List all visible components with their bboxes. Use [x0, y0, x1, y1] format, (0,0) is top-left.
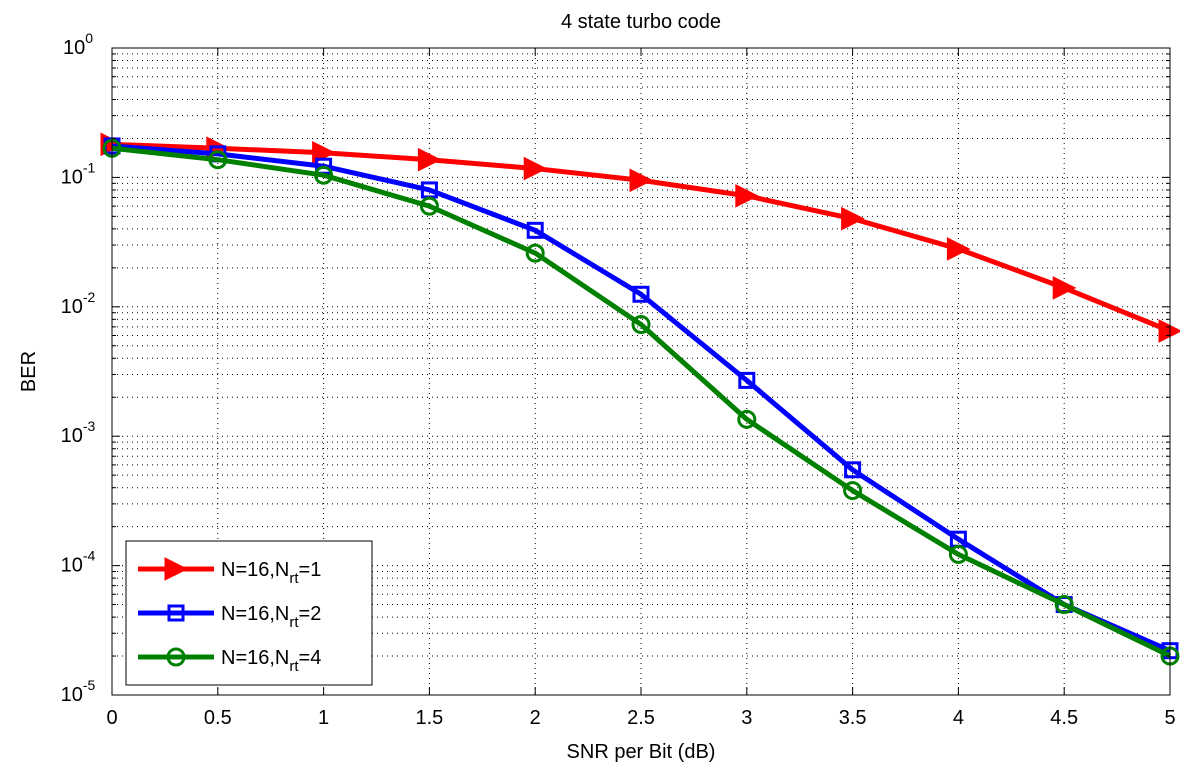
data-point: [841, 206, 865, 231]
data-point: [314, 165, 334, 185]
data-point: [1054, 595, 1074, 615]
x-tick-label: 3: [741, 707, 752, 729]
series-line: [111, 145, 1172, 659]
x-tick-label: 2: [530, 707, 541, 729]
data-point: [631, 314, 651, 334]
legend-marker: [166, 647, 186, 667]
legend-item: N=16,Nrt=2: [138, 603, 321, 631]
legend-label: N=16,Nrt=2: [221, 603, 321, 631]
data-point: [946, 237, 971, 261]
x-tick-label: 2.5: [627, 707, 655, 729]
legend-marker: [164, 557, 189, 581]
x-tick-label: 3.5: [839, 707, 867, 729]
y-tick-label: 10-2: [61, 289, 96, 318]
x-tick-label: 5: [1164, 707, 1175, 729]
x-tick-label: 1: [318, 707, 329, 729]
legend-item: N=16,Nrt=1: [138, 557, 321, 587]
data-point: [526, 221, 544, 239]
axis-ticks: 0 0.5 1 1.5 2 2.5 3 3.5 4 4.5 5 100 10-1 10-2 10-3 10-4…: [61, 30, 1176, 729]
legend-marker: [167, 604, 185, 622]
x-tick-label: 0: [106, 707, 117, 729]
series-line: [111, 143, 1171, 653]
data-point: [843, 481, 863, 501]
legend-label: N=16,Nrt=4: [221, 647, 321, 675]
legend-item: N=16,Nrt=4: [138, 647, 321, 675]
data-point: [737, 409, 757, 429]
x-axis-label: SNR per Bit (dB): [567, 741, 716, 763]
data-point: [417, 147, 442, 172]
data-point: [208, 150, 228, 170]
data-point: [523, 156, 548, 181]
data-point: [948, 544, 968, 564]
y-tick-label: 10-5: [61, 677, 96, 706]
x-tick-label: 1.5: [415, 707, 443, 729]
chart-title: 4 state turbo code: [561, 11, 721, 33]
series-layer: [100, 132, 1180, 666]
series-1: [100, 132, 1180, 343]
data-point: [844, 461, 862, 479]
y-axis-label: BER: [18, 351, 40, 392]
data-point: [735, 184, 759, 208]
data-point: [525, 243, 545, 263]
y-tick-label: 10-4: [61, 548, 96, 577]
legend: N=16,Nrt=1 N=16,Nrt=2 N=16,Nrt=4: [125, 540, 373, 686]
data-point: [1052, 276, 1077, 300]
y-tick-label: 100: [63, 30, 93, 59]
y-tick-label: 10-1: [61, 159, 96, 188]
legend-label: N=16,Nrt=1: [221, 559, 321, 587]
data-point: [632, 285, 650, 303]
data-point: [419, 196, 439, 216]
data-point: [629, 168, 654, 193]
x-tick-label: 4: [953, 707, 964, 729]
x-tick-label: 4.5: [1050, 707, 1078, 729]
x-tick-label: 0.5: [204, 707, 232, 729]
y-tick-label: 10-3: [61, 418, 96, 447]
data-point: [738, 371, 756, 389]
